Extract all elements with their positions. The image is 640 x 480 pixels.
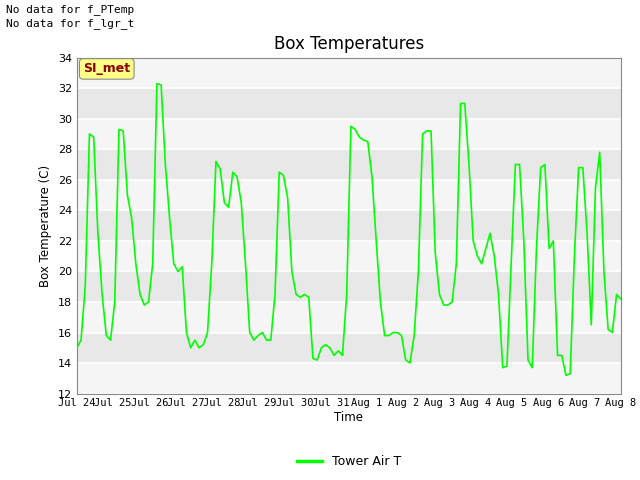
Legend: Tower Air T: Tower Air T <box>292 450 406 473</box>
Text: No data for f_lgr_t: No data for f_lgr_t <box>6 18 134 29</box>
Text: No data for f_PTemp: No data for f_PTemp <box>6 4 134 15</box>
Bar <box>77 241 621 271</box>
Y-axis label: Box Temperature (C): Box Temperature (C) <box>39 165 52 287</box>
Text: SI_met: SI_met <box>83 62 131 75</box>
Bar <box>77 119 621 149</box>
Title: Box Temperatures: Box Temperatures <box>274 35 424 53</box>
Bar <box>77 363 621 394</box>
Bar <box>77 302 621 333</box>
X-axis label: Time: Time <box>334 411 364 424</box>
Bar <box>77 58 621 88</box>
Bar <box>77 180 621 210</box>
